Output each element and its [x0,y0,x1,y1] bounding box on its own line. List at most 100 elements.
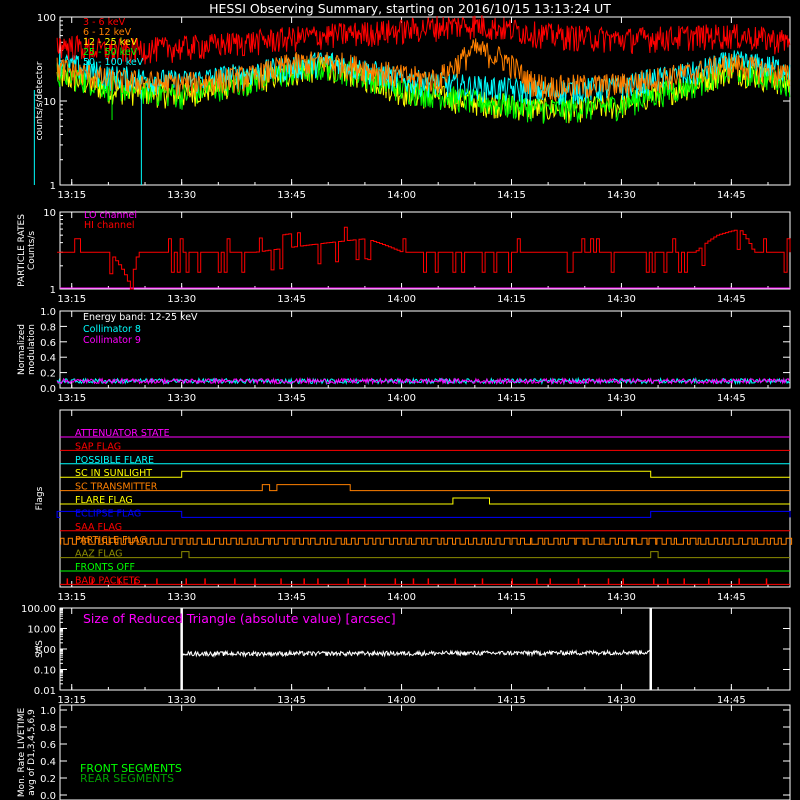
flags-ylabel: Flags [35,486,45,510]
flag-label-9: AAZ FLAG [75,549,122,560]
count-rates-ytick-label: 10 [43,97,56,108]
flags-tick-label: 14:15 [497,592,526,603]
livetime-legend-front: FRONT SEGMENTS [80,762,182,775]
modulation-ytick-label: 1.0 [40,307,56,318]
modulation-ylabel-line-1: modulation [27,324,37,375]
livetime-ytick-label: 0.8 [40,723,56,734]
flag-label-11: BAD PACKETS [75,575,141,586]
particle-rates-ylabel-line-0: PARTICLE RATES [17,214,27,287]
flag-label-1: SAP FLAG [75,441,121,452]
sas-tick-label: 13:30 [167,695,196,706]
modulation-tick-label: 13:30 [167,393,196,404]
flags-tick-label: 14:45 [717,592,746,603]
flag-label-0: ATTENUATOR STATE [75,428,170,439]
sas-tick-label: 13:45 [277,695,306,706]
particle-rates-tick-label: 14:00 [387,294,416,305]
modulation-tick-label: 14:15 [497,393,526,404]
particle-rates-ytick-label: 1 [50,285,56,296]
flags-tick-label: 13:45 [277,592,306,603]
flag-label-5: FLARE FLAG [75,495,133,506]
particle-rates-ytick-label: 10 [43,208,56,219]
count-rates-tick-label: 13:45 [277,190,306,201]
flags-tick-label: 13:15 [57,592,86,603]
livetime-ytick-label: 0.0 [40,791,56,800]
modulation-ylabel-line-0: Normalized [17,324,27,375]
sas-ytick-label: 1.00 [34,645,56,656]
particle-rates-tick-label: 14:30 [607,294,636,305]
count-rates-ylabel: counts/s/detector [35,61,45,140]
flag-line-3 [60,470,790,478]
sas-ytick-label: 0.01 [34,686,56,697]
livetime-ytick-label: 0.2 [40,774,56,785]
flag-line-6 [56,510,791,518]
sas-tick-label: 13:15 [57,695,86,706]
modulation-tick-label: 14:30 [607,393,636,404]
chart-marks-layer: 1 10 100 13:15 13:30 13:45 14:00 14:15 14:30 14:4… [17,13,793,800]
modulation-ytick-label: 0.8 [40,322,56,333]
modulation-tick-label: 14:00 [387,393,416,404]
livetime-frame [59,704,791,800]
count-rates-ytick-label: 1 [50,181,56,192]
count-rate-line-1 [56,38,791,103]
livetime-legend-rear: REAR SEGMENTS [80,772,174,785]
count-rate-line-0 [56,15,791,65]
particle-legend-hi: HI channel [84,220,135,231]
flag-line-5 [60,497,790,505]
particle-rates-tick-label: 13:15 [57,294,86,305]
flags-frame [59,409,791,588]
modulation-ytick-label: 0.6 [40,338,56,349]
flags-tick-label: 14:30 [607,592,636,603]
livetime-ylabel-line-0: Mon. Rate LIVETIME [17,708,27,798]
count-rates-tick-label: 14:45 [717,190,746,201]
flag-line-8 [60,537,793,545]
hi-channel-line [57,226,791,290]
modulation-ytick-label: 0.0 [40,384,56,395]
count-rates-legend-1: 6 - 12 keV [83,27,132,38]
particle-legend-lo: LO channel [84,210,137,221]
count-rates-legend-3: 25 - 50 keV [83,47,138,58]
modulation-tick-label: 13:15 [57,393,86,404]
flag-label-8: PARTICLE FLAG [75,535,147,546]
count-rates-legend-0: 3 - 6 keV [83,17,126,28]
modulation-frame [59,310,791,389]
modulation-tick-label: 13:45 [277,393,306,404]
sas-tick-label: 14:45 [717,695,746,706]
sas-ytick-label: 10.00 [27,625,56,636]
sas-ytick-label: 0.10 [34,666,56,677]
chart-title: HESSI Observing Summary, starting on 201… [209,1,611,16]
count-rates-tick-label: 14:15 [497,190,526,201]
sas-tick-label: 14:00 [387,695,416,706]
livetime-ytick-label: 0.6 [40,740,56,751]
particle-rates-tick-label: 14:45 [717,294,746,305]
flags-tick-label: 13:30 [167,592,196,603]
count-rates-tick-label: 14:30 [607,190,636,201]
livetime-ytick-label: 1.0 [40,706,56,717]
flag-line-4 [60,484,790,492]
flag-label-3: SC IN SUNLIGHT [75,468,152,479]
sas-ylabel: SAS [35,640,45,658]
sas-annotation: Size of Reduced Triangle (absolute value… [83,611,396,626]
flag-label-2: POSSIBLE FLARE [75,455,154,466]
flag-label-7: SAA FLAG [75,522,122,533]
flags-tick-label: 14:00 [387,592,416,603]
modulation-annotation: Energy band: 12-25 keV [83,312,198,323]
modulation-ytick-label: 0.2 [40,369,56,380]
count-rates-tick-label: 14:00 [387,190,416,201]
sas-tick-label: 14:15 [497,695,526,706]
livetime-ylabel-line-1: avg of D1,3,4,5,6,9 [27,709,37,796]
modulation-line-1 [56,376,790,386]
flag-label-6: ECLIPSE FLAG [75,508,141,519]
count-rates-legend-2: 12 - 25 keV [83,37,138,48]
count-rates-tick-label: 13:15 [57,190,86,201]
modulation-legend-1: Collimator 9 [83,335,141,346]
count-rates-ytick-label: 100 [37,13,56,24]
flag-label-4: SC TRANSMITTER [75,482,158,493]
count-rates-tick-label: 13:30 [167,190,196,201]
sas-tick-label: 14:30 [607,695,636,706]
particle-rates-ylabel-line-1: Counts/s [27,231,37,270]
flag-line-9 [60,551,790,559]
modulation-ytick-label: 0.4 [40,353,56,364]
livetime-ytick-label: 0.4 [40,757,56,768]
